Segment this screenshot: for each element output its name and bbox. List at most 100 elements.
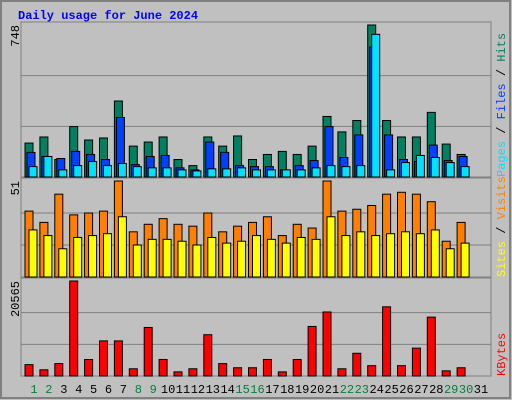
legend-entry: Visits — [495, 176, 509, 219]
bar — [43, 155, 53, 178]
bar — [401, 231, 410, 278]
bar — [426, 316, 436, 377]
bar — [132, 166, 142, 178]
bar — [99, 340, 108, 377]
x-tick-label: 13 — [206, 383, 220, 397]
y-tick-label: 20565 — [9, 281, 23, 317]
legend: Pages / Files / Hits — [495, 33, 509, 177]
y-tick-label: 748 — [9, 25, 23, 47]
bar — [266, 238, 276, 278]
bar — [117, 163, 127, 178]
y-tick-label: 51 — [9, 181, 23, 195]
bar — [386, 233, 396, 278]
bar — [352, 352, 362, 377]
bar — [311, 167, 321, 178]
bar — [460, 242, 470, 278]
x-tick-label: 11 — [176, 383, 190, 397]
bar — [460, 166, 470, 178]
x-tick-label: 28 — [429, 383, 443, 397]
bar — [233, 367, 243, 377]
bar — [73, 236, 83, 278]
x-tick-label: 23 — [355, 383, 369, 397]
bar — [54, 363, 64, 377]
x-tick-label: 3 — [60, 383, 67, 397]
x-tick-label: 31 — [474, 383, 488, 397]
bar — [311, 238, 321, 278]
bar — [143, 326, 153, 377]
bar — [147, 167, 157, 178]
legend-separator: / — [495, 62, 509, 84]
bar — [341, 235, 351, 278]
legend-separator: / — [495, 219, 509, 241]
x-tick-label: 1 — [30, 383, 37, 397]
x-tick-label: 15 — [235, 383, 249, 397]
bar — [128, 368, 138, 377]
bar — [266, 169, 276, 178]
bar — [28, 166, 38, 178]
bar — [39, 369, 49, 377]
bar — [382, 306, 392, 377]
bar — [73, 165, 83, 178]
x-tick-label: 25 — [384, 383, 398, 397]
bar — [415, 233, 425, 278]
bar — [88, 235, 98, 278]
bar — [441, 370, 451, 377]
bar — [445, 248, 455, 278]
bar — [113, 340, 123, 377]
legend-entry: KBytes — [495, 333, 509, 376]
bar — [222, 242, 232, 278]
bar — [322, 311, 332, 377]
bar — [326, 216, 336, 278]
bar — [132, 244, 142, 278]
bar — [103, 165, 112, 178]
x-tick-label: 30 — [459, 383, 473, 397]
legend-entry: Hits — [495, 33, 509, 62]
bar — [162, 167, 172, 178]
legend: Sites / Visits — [495, 176, 509, 277]
bar — [207, 168, 217, 178]
bar — [415, 154, 425, 178]
x-tick-label: 26 — [399, 383, 413, 397]
x-tick-label: 19 — [295, 383, 309, 397]
bar — [207, 236, 217, 278]
legend-separator: / — [495, 119, 509, 141]
bar — [88, 161, 98, 178]
x-tick-label: 20 — [310, 383, 324, 397]
chart-title: Daily usage for June 2024 — [18, 9, 198, 23]
bar — [401, 162, 410, 178]
bar — [456, 367, 466, 377]
x-tick-label: 22 — [340, 383, 354, 397]
x-tick-label: 21 — [325, 383, 339, 397]
bar — [218, 363, 228, 377]
bar — [281, 169, 291, 178]
bar — [188, 368, 198, 377]
bar — [307, 325, 317, 377]
x-tick-label: 8 — [135, 383, 142, 397]
bar — [173, 371, 183, 377]
x-tick-label: 2 — [45, 383, 52, 397]
bar — [341, 166, 351, 178]
bar — [367, 365, 377, 377]
bar — [277, 371, 287, 377]
bar — [262, 358, 272, 377]
x-tick-label: 6 — [105, 383, 112, 397]
bar — [337, 368, 347, 377]
bar — [371, 235, 381, 278]
bar — [411, 347, 421, 377]
bar — [296, 236, 306, 278]
x-tick-label: 14 — [220, 383, 234, 397]
bar — [386, 169, 396, 178]
x-tick-label: 4 — [75, 383, 82, 397]
bar — [252, 235, 261, 278]
x-tick-label: 29 — [444, 383, 458, 397]
bar — [84, 358, 94, 377]
bar — [162, 238, 172, 278]
legend-entry: Pages — [495, 141, 509, 177]
bar — [43, 235, 53, 278]
bar — [222, 168, 232, 178]
legend: KBytes — [495, 333, 509, 376]
bar — [192, 244, 202, 278]
bar — [58, 248, 68, 278]
